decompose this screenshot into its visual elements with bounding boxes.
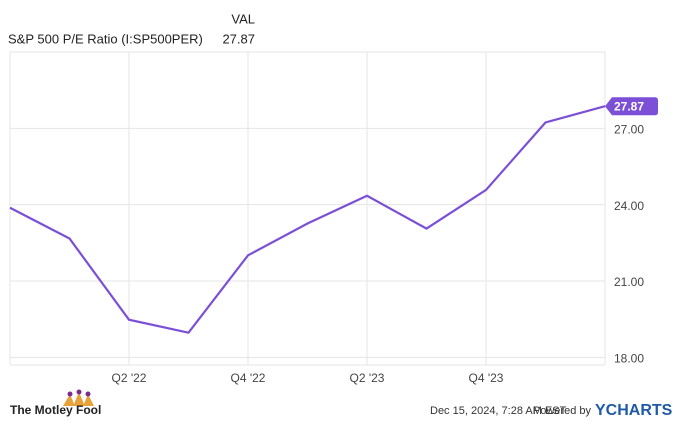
current-value: 27.87 bbox=[222, 31, 255, 46]
y-tick-label: 18.00 bbox=[614, 352, 644, 366]
value-label: 27.87 bbox=[614, 99, 644, 113]
series-name: S&P 500 P/E Ratio (I:SP500PER) bbox=[8, 31, 203, 46]
x-tick-label: Q4 '23 bbox=[469, 371, 504, 385]
y-tick-label: 24.00 bbox=[614, 199, 644, 213]
logo-text: The Motley Fool bbox=[10, 403, 101, 417]
logo-icon bbox=[63, 389, 94, 406]
y-tick-label: 21.00 bbox=[614, 275, 644, 289]
line bbox=[9, 105, 606, 334]
value-header: VAL bbox=[231, 11, 255, 26]
brand: YCHARTS bbox=[595, 402, 673, 419]
powered-by: Powered by bbox=[533, 405, 592, 417]
x-tick-label: Q2 '23 bbox=[350, 371, 385, 385]
x-tick-label: Q2 '22 bbox=[112, 371, 147, 385]
timestamp: Dec 15, 2024, 7:28 AM EST bbox=[430, 405, 567, 417]
x-tick-label: Q4 '22 bbox=[231, 371, 266, 385]
y-tick-label: 27.00 bbox=[614, 123, 644, 137]
value-tag bbox=[605, 97, 658, 116]
